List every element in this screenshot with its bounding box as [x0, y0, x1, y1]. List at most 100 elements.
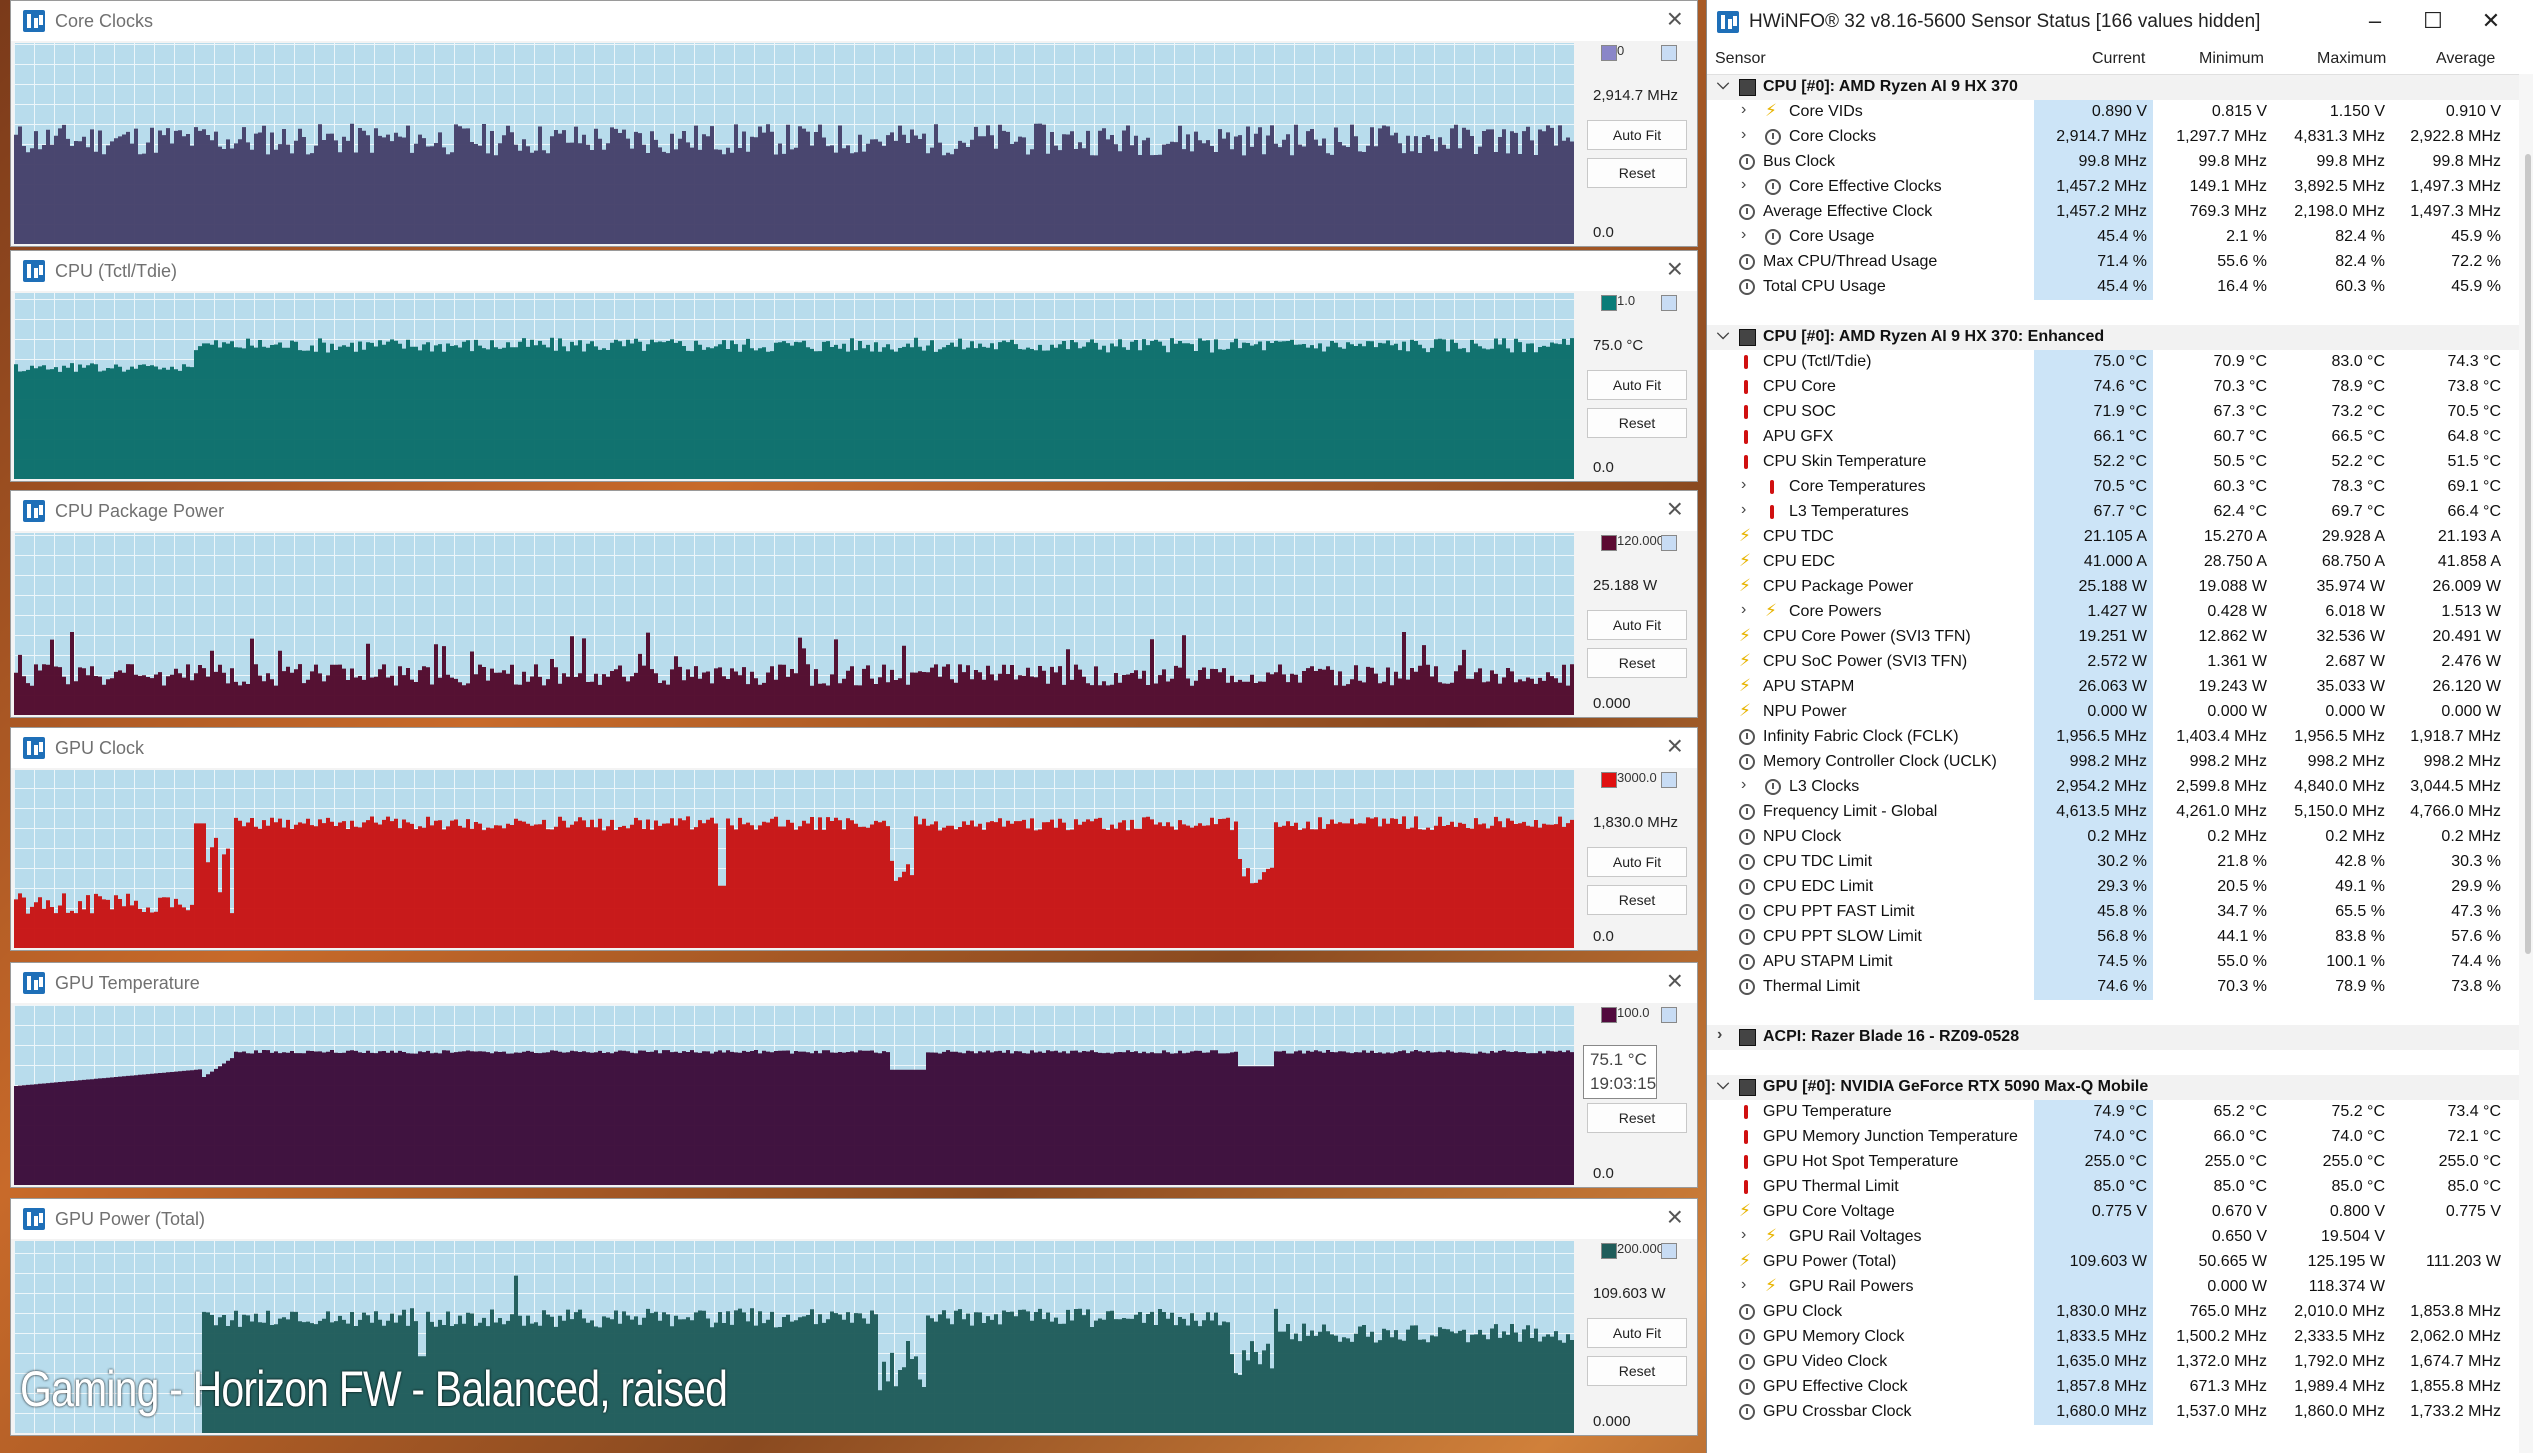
reset-button[interactable]: Reset: [1587, 158, 1687, 188]
reset-button[interactable]: Reset: [1587, 885, 1687, 915]
color-swatch-bg[interactable]: [1661, 535, 1677, 551]
chevron-right-icon[interactable]: ›: [1717, 1026, 1723, 1043]
sensor-row[interactable]: CPU Core 74.6 °C 70.3 °C 78.9 °C 73.8 °C: [1707, 375, 2533, 400]
sensor-row[interactable]: ⚡ CPU Package Power 25.188 W 19.088 W 35…: [1707, 575, 2533, 600]
chevron-right-icon[interactable]: ›: [1741, 176, 1747, 193]
reset-button[interactable]: Reset: [1587, 1356, 1687, 1386]
chevron-right-icon[interactable]: ›: [1741, 226, 1747, 243]
col-minimum[interactable]: Minimum: [2199, 50, 2264, 67]
sensor-row[interactable]: Max CPU/Thread Usage 71.4 % 55.6 % 82.4 …: [1707, 250, 2533, 275]
close-icon[interactable]: ×: [1666, 253, 1683, 284]
col-sensor[interactable]: Sensor: [1715, 50, 1766, 67]
auto-fit-button[interactable]: Auto Fit: [1587, 1318, 1687, 1348]
sensor-row[interactable]: ⚡ APU STAPM 26.063 W 19.243 W 35.033 W 2…: [1707, 675, 2533, 700]
chevron-right-icon[interactable]: ›: [1741, 126, 1747, 143]
sensor-row[interactable]: CPU PPT SLOW Limit 56.8 % 44.1 % 83.8 % …: [1707, 925, 2533, 950]
sensor-row[interactable]: ⚡ CPU Core Power (SVI3 TFN) 19.251 W 12.…: [1707, 625, 2533, 650]
sensor-row[interactable]: › ⚡ Core Powers 1.427 W 0.428 W 6.018 W …: [1707, 600, 2533, 625]
sensor-row[interactable]: › Core Clocks 2,914.7 MHz 1,297.7 MHz 4,…: [1707, 125, 2533, 150]
sensor-row[interactable]: GPU Memory Clock 1,833.5 MHz 1,500.2 MHz…: [1707, 1325, 2533, 1350]
sensor-row[interactable]: GPU Hot Spot Temperature 255.0 °C 255.0 …: [1707, 1150, 2533, 1175]
sensor-row[interactable]: APU STAPM Limit 74.5 % 55.0 % 100.1 % 74…: [1707, 950, 2533, 975]
chevron-down-icon[interactable]: ⌵: [1717, 76, 1730, 93]
col-average[interactable]: Average: [2436, 50, 2496, 67]
sensor-group[interactable]: ⌵ CPU [#0]: AMD Ryzen AI 9 HX 370: Enhan…: [1707, 325, 2533, 350]
sensor-row[interactable]: CPU SOC 71.9 °C 67.3 °C 73.2 °C 70.5 °C: [1707, 400, 2533, 425]
close-icon[interactable]: ×: [1666, 965, 1683, 996]
sensor-row[interactable]: Memory Controller Clock (UCLK) 998.2 MHz…: [1707, 750, 2533, 775]
sensor-group[interactable]: ⌵ CPU [#0]: AMD Ryzen AI 9 HX 370: [1707, 75, 2533, 100]
reset-button[interactable]: Reset: [1587, 408, 1687, 438]
sensor-row[interactable]: CPU Skin Temperature 52.2 °C 50.5 °C 52.…: [1707, 450, 2533, 475]
sensor-row[interactable]: GPU Temperature 74.9 °C 65.2 °C 75.2 °C …: [1707, 1100, 2533, 1125]
color-swatch-bg[interactable]: [1661, 295, 1677, 311]
sensor-row[interactable]: › ⚡ Core VIDs 0.890 V 0.815 V 1.150 V 0.…: [1707, 100, 2533, 125]
maximize-button[interactable]: ☐: [2423, 8, 2443, 33]
sensor-row[interactable]: GPU Clock 1,830.0 MHz 765.0 MHz 2,010.0 …: [1707, 1300, 2533, 1325]
color-swatch-bg[interactable]: [1661, 45, 1677, 61]
sensor-row[interactable]: Thermal Limit 74.6 % 70.3 % 78.9 % 73.8 …: [1707, 975, 2533, 1000]
chevron-right-icon[interactable]: ›: [1741, 476, 1747, 493]
sensor-row[interactable]: CPU TDC Limit 30.2 % 21.8 % 42.8 % 30.3 …: [1707, 850, 2533, 875]
auto-fit-button[interactable]: Auto Fit: [1587, 370, 1687, 400]
color-swatch-bg[interactable]: [1661, 772, 1677, 788]
sensor-row[interactable]: › Core Usage 45.4 % 2.1 % 82.4 % 45.9 %: [1707, 225, 2533, 250]
sensor-row[interactable]: › L3 Clocks 2,954.2 MHz 2,599.8 MHz 4,84…: [1707, 775, 2533, 800]
sensor-row[interactable]: Bus Clock 99.8 MHz 99.8 MHz 99.8 MHz 99.…: [1707, 150, 2533, 175]
minimize-button[interactable]: –: [2368, 8, 2382, 33]
color-swatch[interactable]: [1601, 45, 1617, 61]
sensor-row[interactable]: Frequency Limit - Global 4,613.5 MHz 4,2…: [1707, 800, 2533, 825]
sensor-group[interactable]: ⌵ GPU [#0]: NVIDIA GeForce RTX 5090 Max-…: [1707, 1075, 2533, 1100]
chevron-right-icon[interactable]: ›: [1741, 776, 1747, 793]
color-swatch[interactable]: [1601, 1243, 1617, 1259]
sensor-row[interactable]: › L3 Temperatures 67.7 °C 62.4 °C 69.7 °…: [1707, 500, 2533, 525]
sensor-row[interactable]: GPU Video Clock 1,635.0 MHz 1,372.0 MHz …: [1707, 1350, 2533, 1375]
auto-fit-button[interactable]: Auto Fit: [1587, 847, 1687, 877]
color-swatch[interactable]: [1601, 1007, 1617, 1023]
sensor-row[interactable]: ⚡ CPU EDC 41.000 A 28.750 A 68.750 A 41.…: [1707, 550, 2533, 575]
chevron-right-icon[interactable]: ›: [1741, 1226, 1747, 1243]
color-swatch[interactable]: [1601, 535, 1617, 551]
sensor-row[interactable]: Average Effective Clock 1,457.2 MHz 769.…: [1707, 200, 2533, 225]
color-swatch[interactable]: [1601, 772, 1617, 788]
sensor-row[interactable]: CPU PPT FAST Limit 45.8 % 34.7 % 65.5 % …: [1707, 900, 2533, 925]
scrollbar-thumb[interactable]: [2525, 154, 2531, 954]
reset-button[interactable]: Reset: [1587, 1103, 1687, 1133]
close-icon[interactable]: ×: [1666, 3, 1683, 34]
sensor-row[interactable]: ⚡ CPU TDC 21.105 A 15.270 A 29.928 A 21.…: [1707, 525, 2533, 550]
reset-button[interactable]: Reset: [1587, 648, 1687, 678]
color-swatch-bg[interactable]: [1661, 1243, 1677, 1259]
sensor-row[interactable]: › ⚡ GPU Rail Voltages 0.650 V 19.504 V: [1707, 1225, 2533, 1250]
color-swatch-bg[interactable]: [1661, 1007, 1677, 1023]
sensor-row[interactable]: Total CPU Usage 45.4 % 16.4 % 60.3 % 45.…: [1707, 275, 2533, 300]
sensor-row[interactable]: ⚡ CPU SoC Power (SVI3 TFN) 2.572 W 1.361…: [1707, 650, 2533, 675]
sensor-list[interactable]: ⌵ CPU [#0]: AMD Ryzen AI 9 HX 370 › ⚡ Co…: [1707, 75, 2533, 1425]
sensor-row[interactable]: APU GFX 66.1 °C 60.7 °C 66.5 °C 64.8 °C: [1707, 425, 2533, 450]
chevron-down-icon[interactable]: ⌵: [1717, 1076, 1730, 1093]
sensor-row[interactable]: ⚡ GPU Power (Total) 109.603 W 50.665 W 1…: [1707, 1250, 2533, 1275]
col-current[interactable]: Current: [2092, 50, 2146, 67]
close-button[interactable]: ✕: [2481, 8, 2501, 33]
sensor-row[interactable]: NPU Clock 0.2 MHz 0.2 MHz 0.2 MHz 0.2 MH…: [1707, 825, 2533, 850]
chevron-right-icon[interactable]: ›: [1741, 501, 1747, 518]
sensor-row[interactable]: GPU Memory Junction Temperature 74.0 °C …: [1707, 1125, 2533, 1150]
sensor-row[interactable]: GPU Crossbar Clock 1,680.0 MHz 1,537.0 M…: [1707, 1400, 2533, 1425]
chevron-down-icon[interactable]: ⌵: [1717, 326, 1730, 343]
close-icon[interactable]: ×: [1666, 493, 1683, 524]
sensor-row[interactable]: › ⚡ GPU Rail Powers 0.000 W 118.374 W: [1707, 1275, 2533, 1300]
sensor-row[interactable]: Infinity Fabric Clock (FCLK) 1,956.5 MHz…: [1707, 725, 2533, 750]
col-maximum[interactable]: Maximum: [2317, 50, 2387, 67]
sensor-row[interactable]: CPU (Tctl/Tdie) 75.0 °C 70.9 °C 83.0 °C …: [1707, 350, 2533, 375]
auto-fit-button[interactable]: Auto Fit: [1587, 120, 1687, 150]
chevron-right-icon[interactable]: ›: [1741, 601, 1747, 618]
scrollbar[interactable]: [2519, 74, 2533, 1453]
close-icon[interactable]: ×: [1666, 1201, 1683, 1232]
chevron-right-icon[interactable]: ›: [1741, 101, 1747, 118]
sensor-row[interactable]: GPU Effective Clock 1,857.8 MHz 671.3 MH…: [1707, 1375, 2533, 1400]
sensor-group[interactable]: › ACPI: Razer Blade 16 - RZ09-0528: [1707, 1025, 2533, 1050]
sensor-row[interactable]: ⚡ NPU Power 0.000 W 0.000 W 0.000 W 0.00…: [1707, 700, 2533, 725]
sensor-row[interactable]: CPU EDC Limit 29.3 % 20.5 % 49.1 % 29.9 …: [1707, 875, 2533, 900]
close-icon[interactable]: ×: [1666, 730, 1683, 761]
sensor-row[interactable]: ⚡ GPU Core Voltage 0.775 V 0.670 V 0.800…: [1707, 1200, 2533, 1225]
chevron-right-icon[interactable]: ›: [1741, 1276, 1747, 1293]
